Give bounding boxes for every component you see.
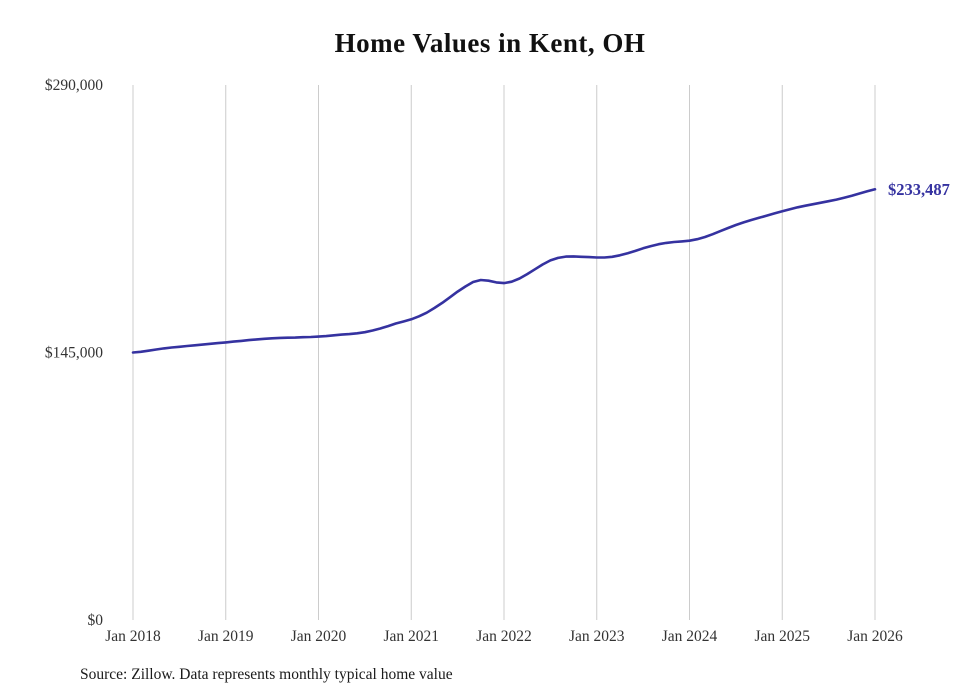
x-tick-label: Jan 2019: [198, 628, 254, 645]
x-tick-label: Jan 2020: [291, 628, 347, 645]
y-tick-label: $0: [88, 612, 104, 629]
y-tick-label: $290,000: [45, 77, 103, 94]
x-tick-label: Jan 2021: [383, 628, 439, 645]
end-value-label: $233,487: [888, 180, 950, 199]
x-tick-label: Jan 2026: [847, 628, 903, 645]
source-note: Source: Zillow. Data represents monthly …: [80, 666, 453, 683]
x-tick-label: Jan 2025: [754, 628, 810, 645]
x-tick-label: Jan 2022: [476, 628, 532, 645]
x-tick-label: Jan 2023: [569, 628, 625, 645]
x-tick-label: Jan 2024: [662, 628, 718, 645]
chart-title: Home Values in Kent, OH: [334, 28, 646, 58]
x-tick-label: Jan 2018: [105, 628, 161, 645]
y-tick-label: $145,000: [45, 345, 103, 362]
home-value-line: [131, 188, 877, 354]
